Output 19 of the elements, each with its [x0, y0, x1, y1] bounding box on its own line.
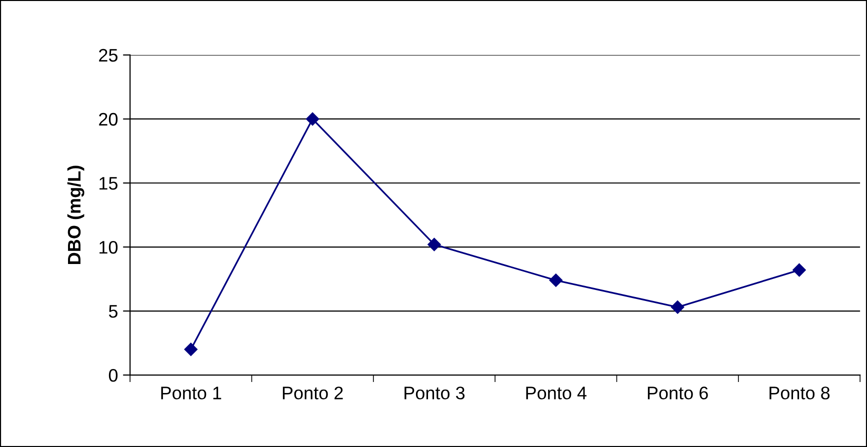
x-tick-label: Ponto 4 — [526, 386, 586, 400]
y-tick-label: 15 — [100, 177, 118, 190]
point — [184, 342, 198, 356]
y-axis-title: DBO (mg/L) — [67, 166, 84, 264]
y-tick-label: 0 — [108, 368, 118, 382]
x-tick-label: Ponto 3 — [404, 386, 465, 400]
point — [549, 274, 562, 287]
point — [792, 263, 806, 277]
y-tick-label: 5 — [108, 305, 118, 318]
x-tick-label: Ponto 1 — [161, 386, 222, 400]
point — [428, 238, 441, 252]
y-tick-label: 25 — [99, 48, 118, 62]
point — [306, 112, 320, 126]
x-tick-label: Ponto 6 — [648, 386, 708, 400]
x-tick-label: Ponto 8 — [770, 386, 830, 400]
y-tick-label: 10 — [100, 240, 118, 254]
point — [670, 300, 684, 314]
y-tick-label: 20 — [99, 112, 118, 126]
x-tick-label: Ponto 2 — [282, 386, 343, 400]
